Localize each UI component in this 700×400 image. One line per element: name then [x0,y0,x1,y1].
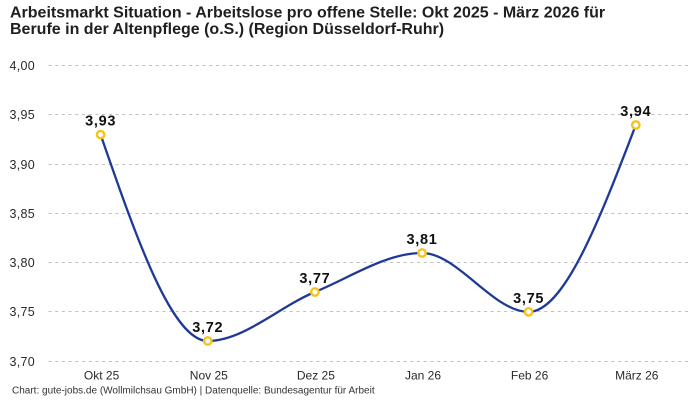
svg-text:3,72: 3,72 [192,320,223,336]
svg-text:3,95: 3,95 [9,108,35,122]
svg-text:3,81: 3,81 [406,232,437,248]
svg-text:3,90: 3,90 [9,158,35,172]
svg-text:3,77: 3,77 [299,271,330,287]
svg-text:März 26: März 26 [615,369,659,383]
svg-text:Nov 25: Nov 25 [190,369,228,383]
svg-text:Feb 26: Feb 26 [511,369,549,383]
svg-text:Jan 26: Jan 26 [405,369,441,383]
svg-text:Dez 25: Dez 25 [297,369,335,383]
svg-text:3,85: 3,85 [9,207,35,221]
svg-text:3,80: 3,80 [9,256,35,270]
svg-text:3,93: 3,93 [85,114,116,130]
svg-text:3,75: 3,75 [513,291,544,307]
svg-text:3,75: 3,75 [9,305,35,319]
svg-text:Okt 25: Okt 25 [84,369,120,383]
svg-text:Arbeitsmarkt Situation - Arbei: Arbeitsmarkt Situation - Arbeitslose pro… [10,5,605,22]
svg-text:4,00: 4,00 [9,59,35,73]
svg-text:3,70: 3,70 [9,355,35,369]
svg-text:Berufe in der Altenpflege (o.S: Berufe in der Altenpflege (o.S.) (Region… [10,21,444,38]
svg-text:Chart: gute-jobs.de (Wollmilch: Chart: gute-jobs.de (Wollmilchsau GmbH) … [12,386,375,397]
svg-text:3,94: 3,94 [620,104,651,120]
